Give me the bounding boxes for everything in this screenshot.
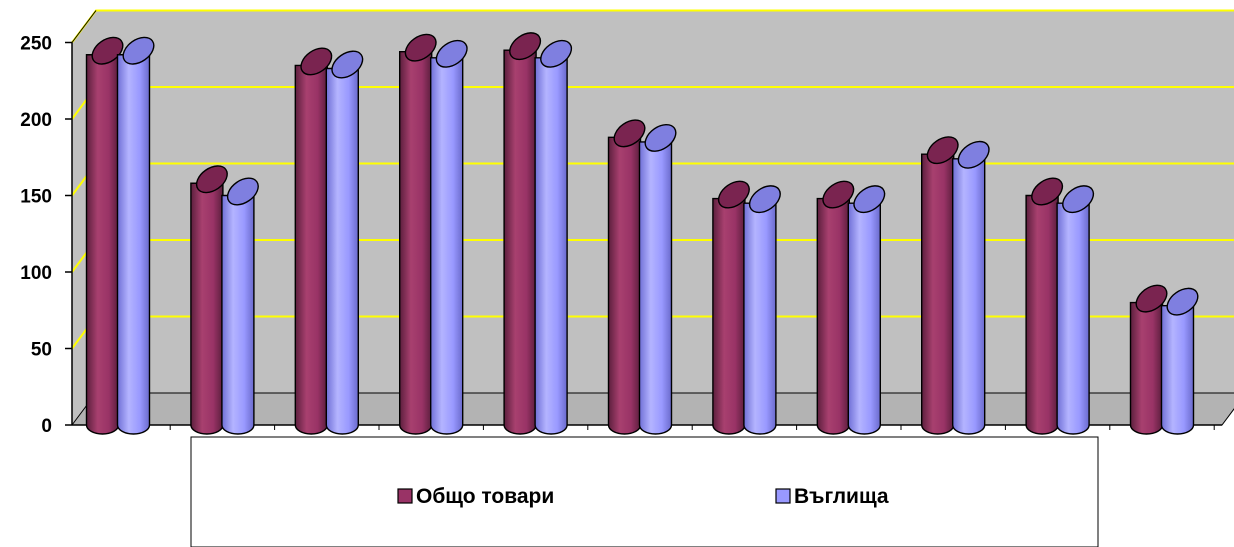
bar-series-2 (221, 194, 255, 435)
bar-series-2 (534, 57, 568, 435)
bar-top-series-2 (1062, 185, 1095, 214)
bar-top-series-2 (540, 39, 573, 68)
legend: Общо товари Въглища (190, 436, 1099, 547)
legend-swatch-series-1 (397, 488, 413, 504)
legend-swatch-series-2 (775, 488, 791, 504)
bar-top-series-1 (300, 47, 333, 76)
bar-series-1 (503, 49, 537, 435)
bar-series-1 (1025, 194, 1059, 435)
y-tick-label: 0 (41, 416, 52, 437)
bar-series-2 (325, 67, 359, 435)
legend-label-series-1: Общо товари (416, 485, 554, 508)
bar-series-2 (847, 202, 881, 435)
bar-series-1 (816, 197, 850, 435)
wall-edge (71, 10, 97, 43)
bar-top-series-2 (748, 185, 781, 214)
bar-top-series-1 (1031, 177, 1064, 206)
bar-top-series-1 (91, 36, 124, 65)
bar-top-series-2 (1166, 287, 1199, 316)
bar-top-series-1 (822, 180, 855, 209)
bar-top-series-2 (853, 185, 886, 214)
bar-series-1 (399, 50, 433, 435)
bar-top-series-1 (926, 136, 959, 165)
bar-top-series-1 (613, 119, 646, 148)
bar-top-series-1 (717, 180, 750, 209)
bar-series-1 (1129, 301, 1164, 435)
bar-top-series-1 (509, 32, 542, 61)
bar-top-series-1 (195, 165, 228, 194)
bar-series-1 (85, 54, 120, 435)
bar-top-series-2 (226, 177, 259, 206)
bar-series-1 (190, 182, 224, 435)
bar-series-1 (607, 136, 642, 435)
y-tick-label: 250 (20, 34, 52, 55)
bar-series-2 (116, 54, 151, 435)
bar-series-2 (430, 57, 464, 435)
bar-top-series-2 (644, 123, 677, 152)
y-tick-label: 200 (20, 110, 52, 131)
bar-series-2 (743, 202, 777, 435)
bar-top-series-2 (122, 36, 155, 65)
bar-series-2 (952, 158, 986, 435)
legend-box (190, 436, 1099, 547)
bar-top-series-2 (435, 39, 468, 68)
plot-area (85, 32, 1199, 435)
y-tick-label: 50 (31, 340, 52, 361)
bar-top-series-1 (404, 33, 437, 62)
bar-series-2 (1160, 304, 1195, 435)
bar-series-1 (294, 64, 328, 435)
bar-series-2 (638, 141, 673, 435)
legend-label-series-2: Въглища (794, 485, 889, 508)
bar-series-1 (712, 197, 746, 435)
y-tick-label: 150 (20, 187, 52, 208)
bar-series-2 (1056, 202, 1090, 435)
bar-top-series-2 (331, 50, 364, 79)
bar-top-series-2 (957, 140, 990, 169)
bar-top-series-1 (1135, 284, 1168, 313)
y-tick-label: 100 (20, 263, 52, 284)
bar-series-1 (921, 153, 955, 435)
